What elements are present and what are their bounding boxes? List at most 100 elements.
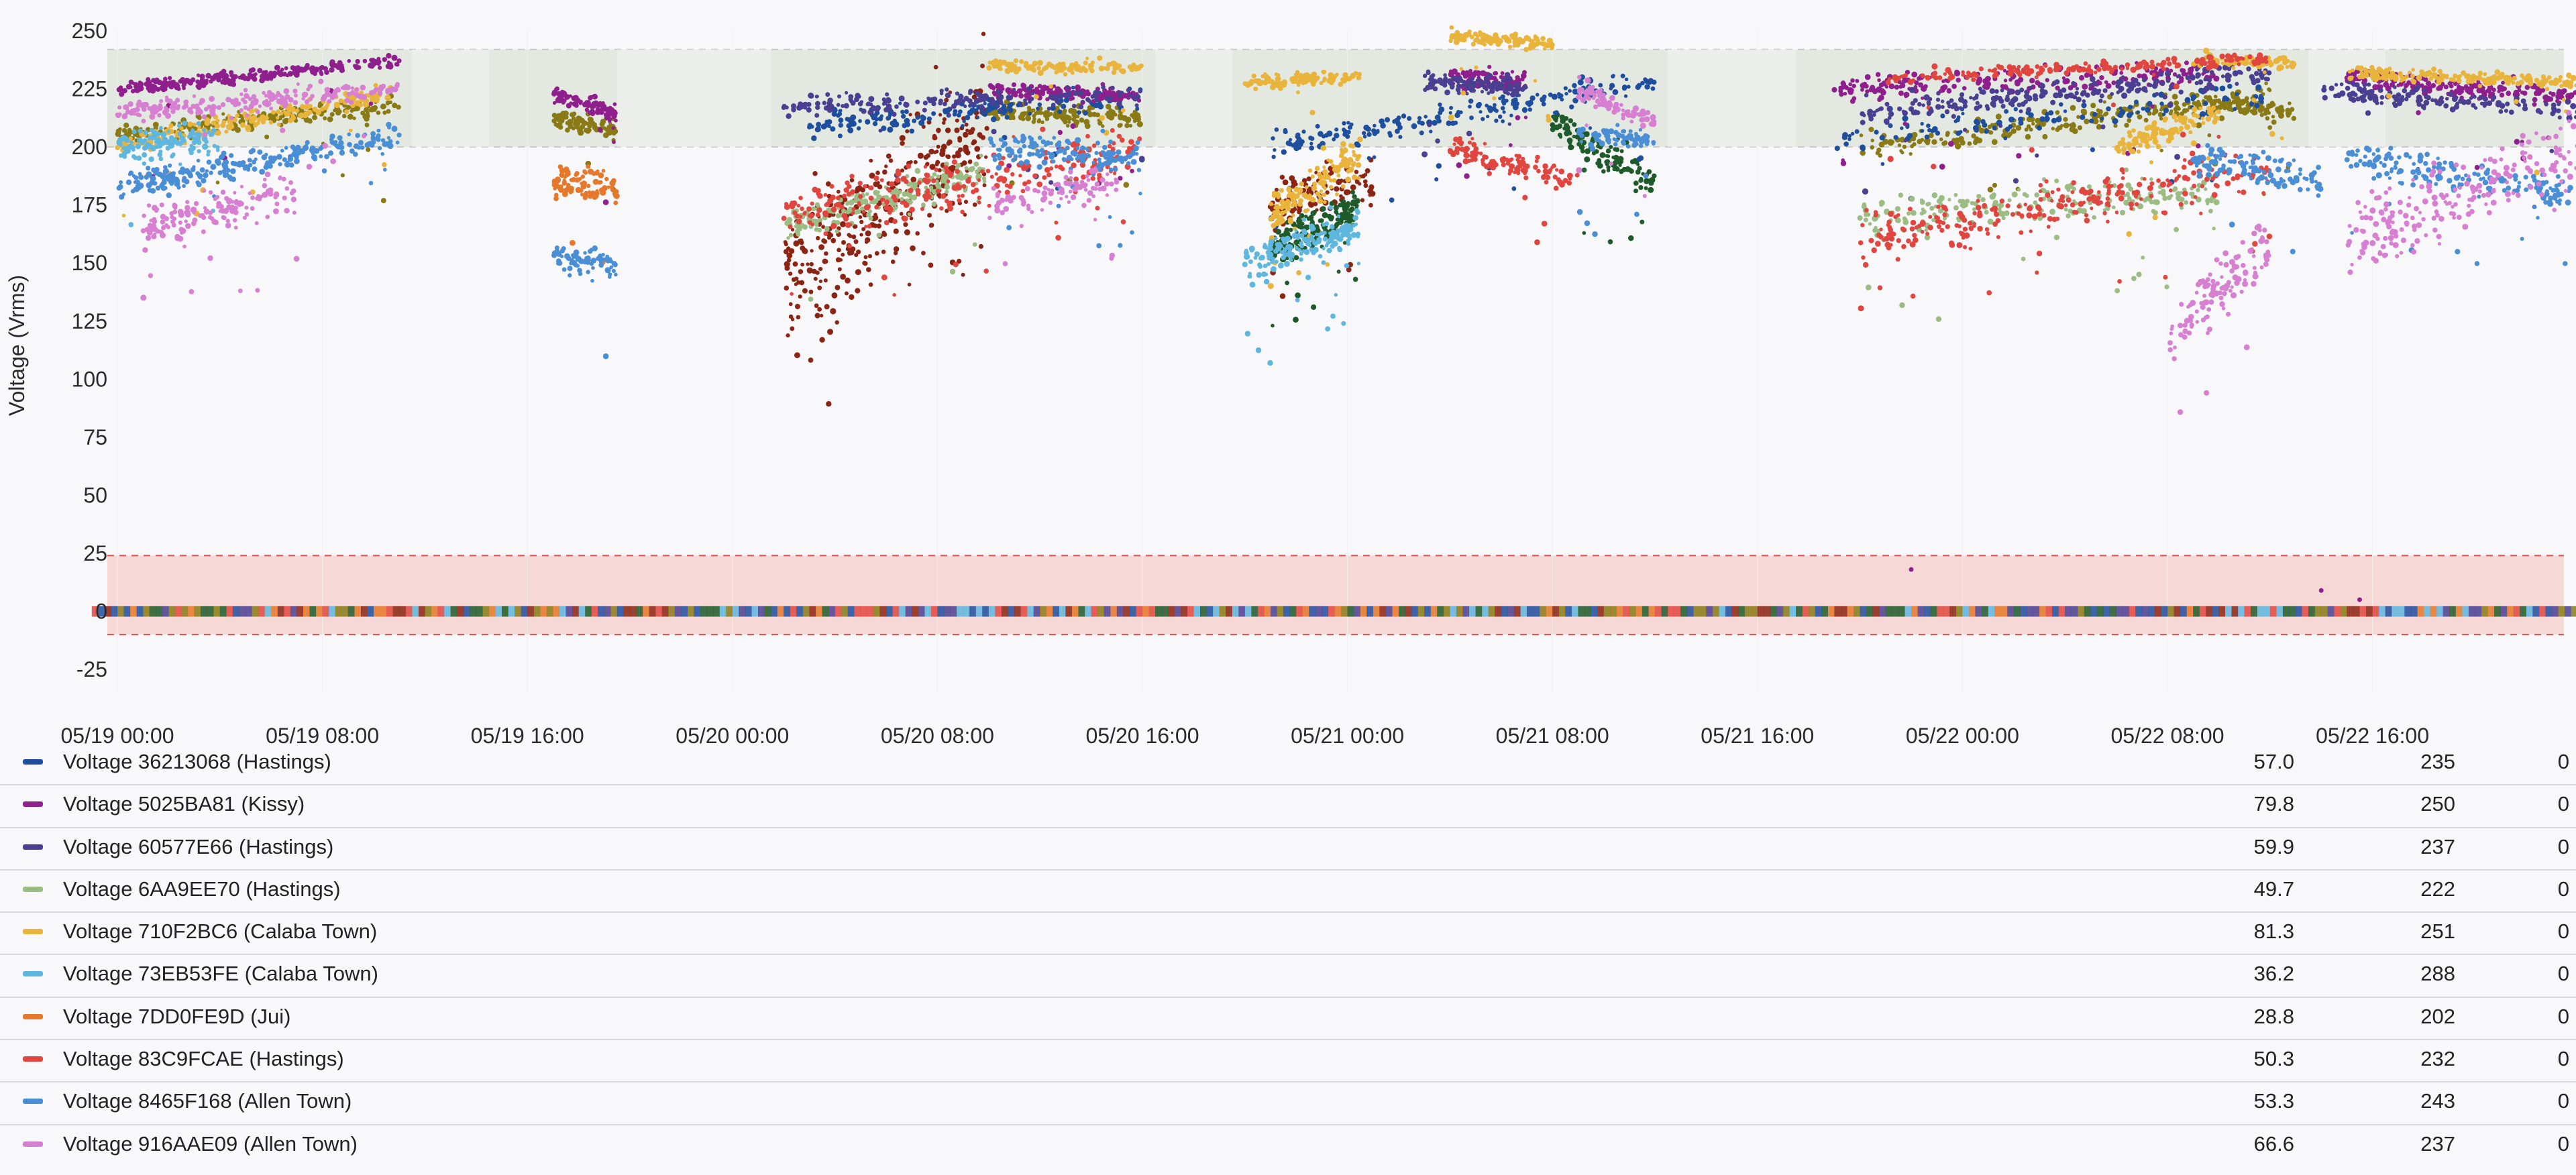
data-point bbox=[881, 249, 886, 254]
data-point bbox=[2063, 207, 2068, 212]
data-point bbox=[1860, 150, 1866, 156]
data-point bbox=[2219, 85, 2226, 92]
data-point bbox=[1289, 137, 1293, 142]
data-point bbox=[876, 233, 882, 238]
data-point bbox=[294, 72, 300, 78]
data-point bbox=[1342, 209, 1348, 215]
data-point bbox=[932, 172, 937, 177]
data-point bbox=[827, 329, 833, 335]
data-point bbox=[1357, 154, 1362, 158]
data-point bbox=[1271, 323, 1275, 328]
data-point bbox=[2000, 88, 2004, 93]
data-point bbox=[602, 199, 609, 205]
data-point bbox=[2018, 116, 2024, 122]
data-point bbox=[2449, 83, 2454, 89]
data-point bbox=[1287, 186, 1291, 190]
data-point bbox=[2501, 80, 2506, 85]
data-point bbox=[2393, 103, 2398, 109]
data-point bbox=[1860, 111, 1865, 117]
data-point bbox=[1065, 92, 1071, 98]
data-point bbox=[854, 253, 859, 258]
data-point bbox=[1534, 41, 1540, 47]
data-point bbox=[1568, 118, 1573, 123]
data-point bbox=[881, 97, 887, 102]
data-point bbox=[1957, 199, 1963, 204]
data-point bbox=[1879, 135, 1885, 141]
data-point bbox=[2218, 115, 2225, 121]
data-point bbox=[1057, 109, 1063, 115]
data-point bbox=[1975, 93, 1979, 98]
data-point bbox=[983, 112, 987, 117]
data-point bbox=[376, 60, 381, 66]
data-point bbox=[2278, 105, 2283, 110]
data-point bbox=[234, 127, 241, 133]
data-point bbox=[1117, 91, 1122, 95]
data-point bbox=[2014, 80, 2021, 87]
data-point bbox=[1128, 123, 1133, 128]
data-point bbox=[915, 168, 921, 174]
data-point bbox=[994, 63, 999, 68]
data-point bbox=[2522, 105, 2528, 111]
data-point bbox=[362, 58, 368, 64]
data-point bbox=[1310, 174, 1315, 179]
data-point bbox=[808, 296, 814, 302]
data-point bbox=[894, 104, 899, 109]
data-point bbox=[858, 119, 862, 123]
data-point bbox=[915, 231, 920, 236]
data-point bbox=[857, 95, 861, 99]
data-point bbox=[333, 109, 337, 113]
data-point bbox=[968, 89, 973, 94]
data-point bbox=[1909, 196, 1915, 202]
data-point bbox=[2479, 101, 2484, 106]
data-point bbox=[818, 217, 823, 222]
data-point bbox=[2556, 108, 2561, 113]
data-point bbox=[2121, 93, 2128, 99]
data-point bbox=[884, 164, 888, 168]
data-point bbox=[2178, 89, 2184, 95]
data-point bbox=[2196, 122, 2202, 129]
data-point bbox=[2367, 94, 2373, 101]
data-point bbox=[2227, 83, 2233, 89]
data-point bbox=[1605, 148, 1611, 154]
data-point bbox=[2045, 78, 2049, 82]
data-point bbox=[1006, 61, 1012, 68]
data-point bbox=[392, 103, 398, 109]
data-point bbox=[1344, 163, 1350, 169]
data-point bbox=[861, 108, 867, 114]
data-point bbox=[1882, 138, 1889, 145]
data-point bbox=[1347, 157, 1353, 163]
data-point bbox=[221, 68, 227, 74]
data-point bbox=[2548, 91, 2553, 95]
data-point bbox=[2251, 80, 2257, 86]
data-point bbox=[921, 251, 926, 256]
data-point bbox=[2249, 102, 2254, 107]
data-point bbox=[1850, 78, 1855, 83]
data-point bbox=[1992, 103, 1996, 108]
data-point bbox=[572, 111, 577, 117]
data-point bbox=[1087, 111, 1093, 117]
data-point bbox=[1471, 88, 1476, 93]
data-point bbox=[2405, 92, 2412, 99]
data-point bbox=[837, 133, 843, 139]
data-point bbox=[1868, 87, 1874, 93]
data-point bbox=[2089, 118, 2094, 123]
data-point bbox=[156, 87, 160, 91]
data-point bbox=[386, 53, 392, 59]
data-point bbox=[1633, 188, 1638, 194]
data-point bbox=[936, 174, 941, 179]
data-point bbox=[1899, 149, 1903, 153]
data-point bbox=[819, 337, 825, 343]
data-point bbox=[1498, 114, 1503, 119]
data-point bbox=[1009, 102, 1014, 107]
data-point bbox=[1282, 179, 1289, 186]
data-point bbox=[907, 282, 912, 287]
data-point bbox=[1417, 119, 1422, 125]
data-point bbox=[1357, 136, 1363, 143]
data-point bbox=[355, 58, 360, 64]
data-point bbox=[319, 64, 325, 70]
data-point bbox=[866, 267, 871, 272]
data-point bbox=[1305, 194, 1312, 201]
data-point bbox=[1319, 80, 1324, 85]
data-point bbox=[2171, 93, 2178, 100]
data-point bbox=[371, 62, 376, 67]
